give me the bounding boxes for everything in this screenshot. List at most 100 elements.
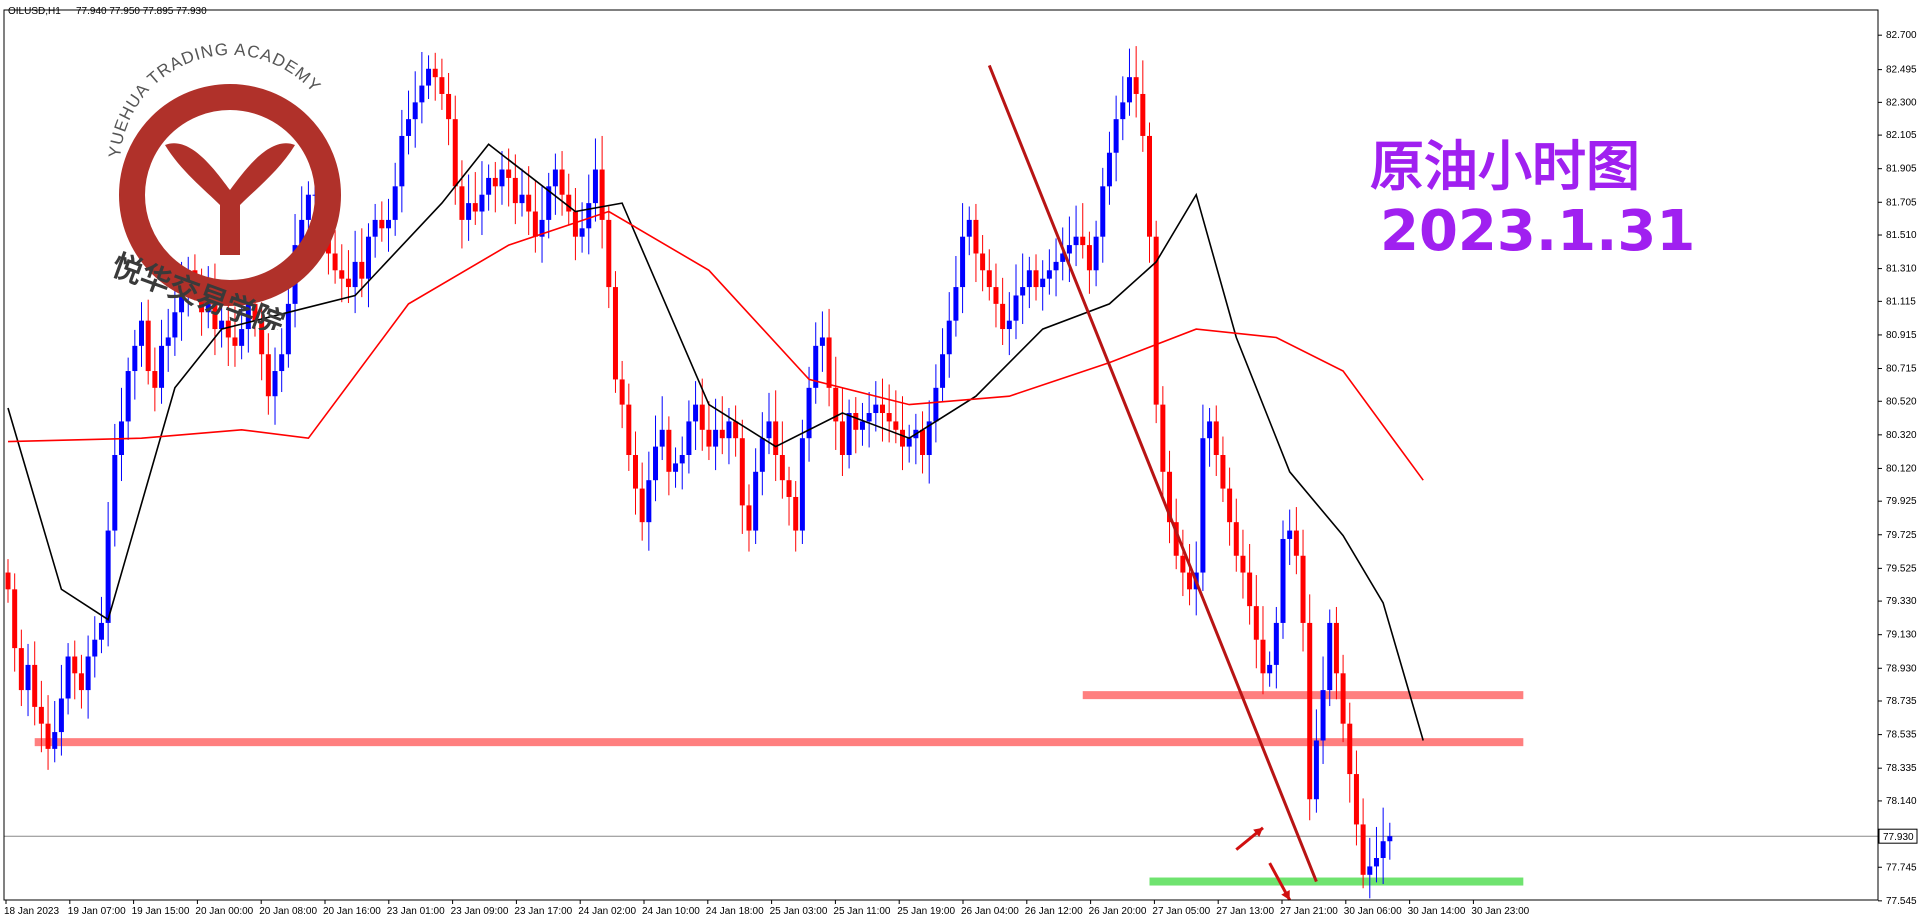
candle-body: [586, 203, 592, 229]
candle-body: [225, 320, 231, 338]
candle-body: [32, 664, 38, 707]
candle-body: [419, 85, 425, 103]
candle-body: [1307, 622, 1313, 800]
time-tick-label: 26 Jan 04:00: [961, 906, 1019, 917]
candle-body: [132, 345, 138, 372]
price-tick-label: 78.930: [1886, 663, 1917, 674]
candle-body: [1300, 555, 1306, 623]
candle-body: [245, 303, 251, 330]
candle-body: [1347, 723, 1353, 775]
time-tick-label: 26 Jan 20:00: [1089, 906, 1147, 917]
candle-body: [793, 496, 799, 531]
candle-body: [779, 455, 785, 481]
price-tick-label: 78.140: [1886, 796, 1917, 807]
candle-body: [1320, 690, 1326, 741]
candle-body: [446, 93, 452, 120]
candle-body: [459, 186, 465, 220]
time-tick-label: 18 Jan 2023: [4, 906, 59, 917]
candle-body: [893, 421, 899, 430]
candle-body: [546, 186, 552, 220]
candle-body: [1053, 261, 1059, 271]
logo-emblem: [165, 143, 295, 255]
candle-body: [212, 287, 218, 330]
time-tick-label: 25 Jan 03:00: [770, 906, 828, 917]
price-tick-label: 78.535: [1886, 730, 1917, 741]
price-tick-label: 81.705: [1886, 197, 1917, 208]
candle-body: [1313, 740, 1319, 800]
candle-body: [1187, 572, 1193, 590]
price-tick-label: 79.330: [1886, 596, 1917, 607]
time-tick-label: 20 Jan 00:00: [195, 906, 253, 917]
candle-body: [399, 135, 405, 187]
candle-body: [666, 429, 672, 472]
candle-body: [659, 429, 665, 447]
candle-body: [679, 455, 685, 464]
price-tick-label: 79.130: [1886, 630, 1917, 641]
candle-body: [98, 622, 104, 640]
candle-body: [1080, 236, 1086, 246]
ohlc-values: 77.940 77.950 77.895 77.930: [76, 6, 207, 17]
candle-body: [1013, 295, 1019, 321]
candle-body: [305, 194, 311, 220]
candle-body: [706, 429, 712, 447]
price-tick-label: 80.715: [1886, 364, 1917, 375]
candle-body: [806, 387, 812, 439]
candle-body: [1153, 236, 1159, 405]
last-price-box: [1878, 828, 1918, 844]
candle-body: [986, 270, 992, 288]
zones: 77.930: [4, 691, 1918, 886]
candle-body: [1247, 572, 1253, 607]
chart-title-cn: 原油小时图: [1370, 135, 1640, 198]
time-tick-label: 30 Jan 06:00: [1344, 906, 1402, 917]
price-axis: 82.700 82.495 82.300 82.105 81.905 81.705 81.5…: [1878, 30, 1917, 907]
candle-body: [152, 371, 158, 388]
price-tick-label: 80.320: [1886, 430, 1917, 441]
candle-body: [85, 656, 91, 691]
ma-slow-line: [7, 210, 1424, 481]
candle-body: [853, 413, 859, 430]
candle-body: [599, 169, 605, 220]
zone-resistance-upper: [1082, 691, 1524, 700]
price-tick-label: 81.310: [1886, 264, 1917, 275]
candle-body: [232, 337, 238, 346]
time-axis: 18 Jan 2023 19 Jan 07:00 19 Jan 15:00 20 Ja…: [4, 900, 1530, 917]
candle-body: [926, 421, 932, 455]
chart-date: 2023.1.31: [1380, 199, 1695, 264]
candle-body: [940, 354, 946, 388]
candle-body: [65, 656, 71, 699]
candle-body: [332, 253, 338, 271]
candle-body: [653, 446, 659, 481]
academy-logo: YUEHUA TRADING ACADEMY 悦华交易学院: [105, 40, 341, 330]
candle-body: [1040, 278, 1046, 288]
candle-body: [886, 413, 892, 422]
candle-body: [1100, 186, 1106, 237]
candle-body: [1327, 622, 1333, 691]
candle-body: [1020, 287, 1026, 296]
time-tick-label: 20 Jan 16:00: [323, 906, 381, 917]
candle-body: [1073, 236, 1079, 246]
candle-body: [879, 404, 885, 414]
price-tick-label: 82.105: [1886, 130, 1917, 141]
candle-body: [1373, 858, 1379, 867]
candle-body: [1253, 606, 1259, 640]
candle-body: [159, 345, 165, 388]
candle-body: [112, 455, 118, 531]
candle-body: [1140, 93, 1146, 136]
candle-body: [1267, 664, 1273, 674]
candle-body: [980, 253, 986, 271]
candle-body: [632, 455, 638, 489]
candle-body: [406, 119, 412, 136]
candle-body: [372, 219, 378, 237]
candle-body: [45, 723, 51, 749]
time-tick-label: 30 Jan 14:00: [1408, 906, 1466, 917]
candle-body: [1006, 320, 1012, 330]
candle-body: [1086, 245, 1092, 271]
price-tick-label: 79.725: [1886, 530, 1917, 541]
candle-body: [873, 404, 879, 414]
candle-body: [933, 387, 939, 422]
candle-body: [552, 169, 558, 187]
candle-body: [532, 211, 538, 237]
candle-body: [559, 169, 565, 195]
